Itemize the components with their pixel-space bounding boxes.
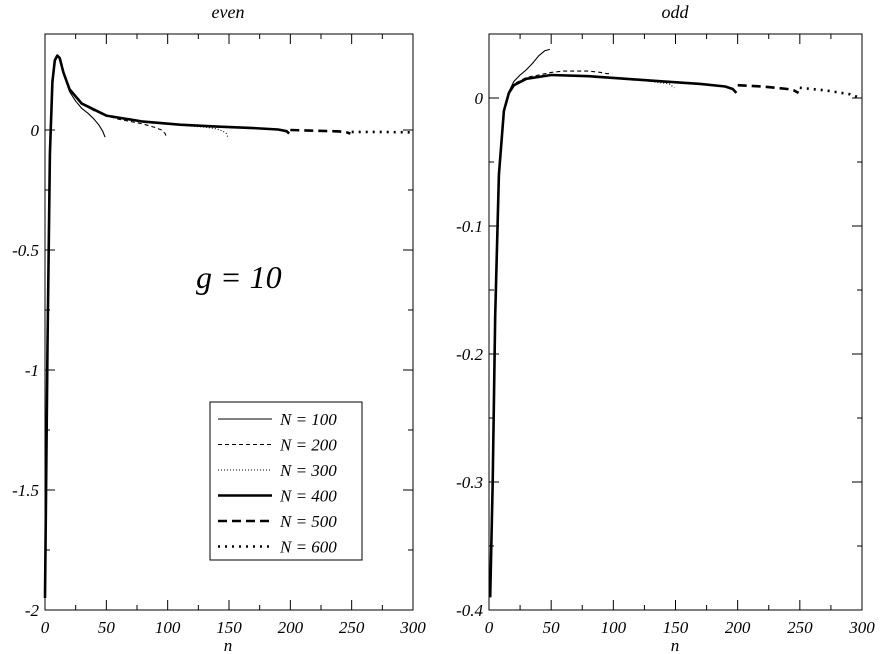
series-line-n-100 bbox=[44, 55, 106, 599]
y-tick-label: -0.4 bbox=[456, 601, 483, 620]
plot-frame-even bbox=[44, 33, 414, 611]
legend-entry: N = 500 bbox=[279, 512, 337, 531]
ticks-odd: 0 50 100 150 200 250 300 0 -0.1 -0.2 -0.3 -0.4 bbox=[456, 34, 875, 637]
series-line-n-200 bbox=[44, 55, 167, 599]
legend-entry: N = 200 bbox=[279, 436, 337, 455]
x-tick-label: 250 bbox=[339, 618, 365, 637]
x-tick-label: 200 bbox=[725, 618, 751, 637]
x-tick-label: 150 bbox=[663, 618, 689, 637]
y-tick-label: -1 bbox=[25, 361, 39, 380]
x-tick-label: 150 bbox=[216, 618, 242, 637]
y-tick-label: -0.2 bbox=[456, 345, 483, 364]
series-line-n-400 bbox=[43, 54, 291, 599]
x-tick-label: 100 bbox=[601, 618, 627, 637]
y-tick-label: -0.1 bbox=[456, 217, 483, 236]
series-line-n-400 bbox=[488, 73, 738, 598]
x-axis-label-even: n bbox=[224, 636, 233, 654]
x-tick-label: 300 bbox=[848, 618, 875, 637]
legend-entry: N = 300 bbox=[279, 461, 337, 480]
legend-entry: N = 400 bbox=[279, 487, 337, 506]
y-tick-label: -1.5 bbox=[12, 481, 39, 500]
series-odd bbox=[488, 48, 862, 598]
series-line-n-300 bbox=[489, 74, 675, 598]
y-tick-label: 0 bbox=[475, 89, 484, 108]
x-tick-label: 250 bbox=[787, 618, 813, 637]
even-panel: even 0 50 100 150 200 250 300 0 -0.5 -1 -1.5 -2 n g… bbox=[12, 2, 426, 654]
series-line-n-100 bbox=[489, 48, 551, 598]
plot-frame-odd bbox=[488, 33, 863, 611]
x-tick-label: 200 bbox=[278, 618, 304, 637]
ticks-even: 0 50 100 150 200 250 300 0 -0.5 -1 -1.5 -2 bbox=[12, 34, 426, 637]
series-line-n-200 bbox=[489, 70, 613, 598]
annotation-g: g = 10 bbox=[196, 259, 282, 295]
panel-title-odd: odd bbox=[662, 2, 690, 22]
legend: N = 100 N = 200 N = 300 N = 400 N = 500 N = 6… bbox=[209, 401, 363, 561]
series-line-n-600 bbox=[351, 130, 412, 134]
series-even bbox=[43, 54, 412, 599]
y-tick-label: -0.5 bbox=[12, 241, 39, 260]
legend-entry: N = 600 bbox=[279, 538, 337, 557]
y-tick-label: -2 bbox=[25, 601, 40, 620]
x-tick-label: 50 bbox=[543, 618, 561, 637]
panel-title-even: even bbox=[212, 2, 245, 22]
y-tick-label: 0 bbox=[31, 121, 40, 140]
y-tick-label: -0.3 bbox=[456, 473, 483, 492]
odd-panel: odd 0 50 100 150 200 250 3000-0.1-0.2-0.3-0.4 … bbox=[456, 2, 875, 654]
legend-box bbox=[209, 401, 363, 561]
series-line-n-600 bbox=[799, 86, 862, 100]
legend-entry: N = 100 bbox=[279, 410, 337, 429]
x-axis-label-odd: n bbox=[671, 636, 680, 654]
series-line-n-500 bbox=[290, 128, 351, 135]
series-line-n-300 bbox=[44, 55, 229, 599]
x-tick-label: 100 bbox=[155, 618, 181, 637]
x-tick-label: 300 bbox=[399, 618, 426, 637]
x-tick-label: 0 bbox=[485, 618, 494, 637]
x-tick-label: 50 bbox=[98, 618, 116, 637]
x-tick-label: 0 bbox=[41, 618, 50, 637]
series-line-n-500 bbox=[737, 83, 800, 95]
